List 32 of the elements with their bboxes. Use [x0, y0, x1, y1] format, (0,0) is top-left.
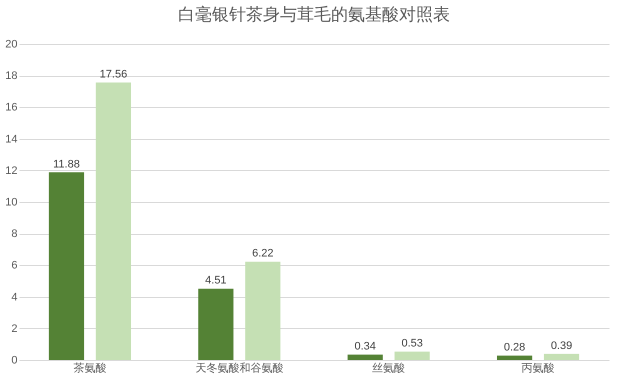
data-label: 17.56 — [100, 68, 128, 81]
data-label: 11.88 — [53, 158, 80, 170]
data-label: 6.22 — [252, 248, 274, 260]
bar — [48, 172, 84, 360]
bar — [496, 356, 532, 360]
y-tick-label: 4 — [11, 291, 18, 304]
y-tick-label: 10 — [5, 196, 18, 208]
y-tick-label: 0 — [11, 354, 18, 366]
bar — [96, 82, 132, 360]
data-label: 0.53 — [401, 338, 423, 350]
x-tick-label: 茶氨酸 — [73, 362, 106, 374]
bar — [348, 354, 383, 360]
x-tick-label: 丙氨酸 — [522, 362, 555, 374]
bar — [245, 262, 280, 360]
data-label: 0.34 — [354, 340, 376, 353]
y-tick-label: 14 — [5, 133, 18, 146]
y-tick-label: 2 — [11, 322, 18, 335]
bar — [394, 352, 430, 360]
y-tick-label: 12 — [5, 164, 18, 177]
bar — [198, 288, 234, 360]
chart-title: 白毫银针茶身与茸毛的氨基酸对照表 — [178, 5, 450, 24]
y-tick-label: 20 — [5, 38, 18, 50]
x-tick-label: 丝氨酸 — [372, 362, 406, 374]
y-tick-label: 6 — [11, 260, 18, 272]
bar — [544, 354, 580, 360]
data-label: 4.51 — [205, 274, 227, 287]
data-label: 0.39 — [550, 340, 572, 352]
y-tick-label: 16 — [5, 102, 18, 114]
data-label: 0.28 — [504, 342, 526, 354]
y-tick-label: 8 — [11, 228, 18, 240]
y-tick-label: 18 — [5, 70, 18, 82]
x-tick-label: 天冬氨酸和谷氨酸 — [195, 362, 284, 374]
